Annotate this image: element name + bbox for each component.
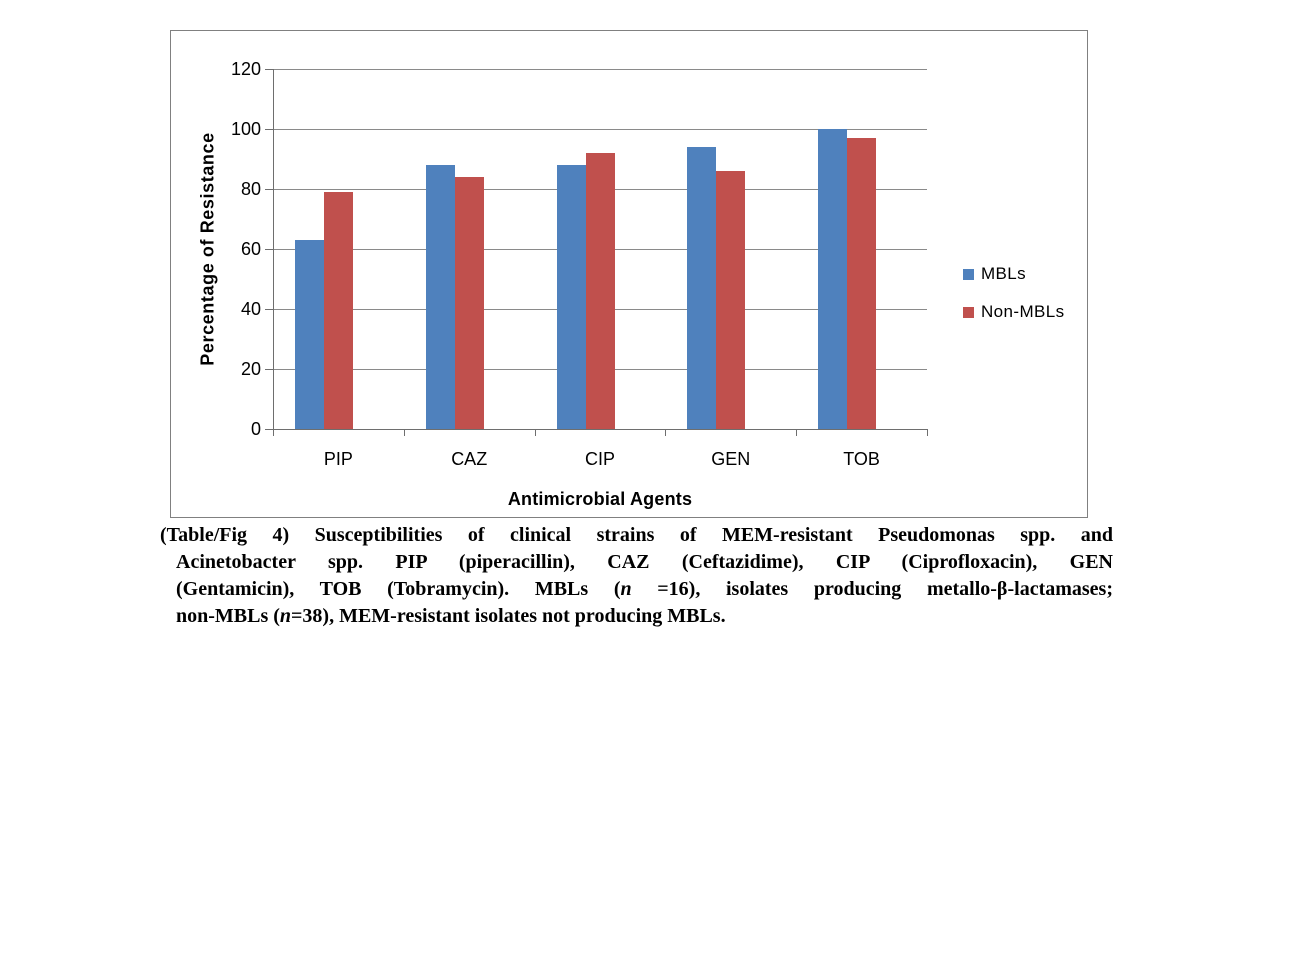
caption-line: non-MBLs (n=38), MEM-resistant isolates …: [160, 603, 1113, 630]
bar-mbls-tob: [818, 129, 848, 429]
caption-line: (Gentamicin), TOB (Tobramycin). MBLs (n …: [160, 576, 1113, 603]
y-tick-label: 80: [240, 179, 261, 199]
x-tick-label-gen: GEN: [711, 449, 751, 469]
y-tick-label: 60: [240, 239, 261, 259]
x-axis-line: [273, 429, 928, 430]
caption-text: (Table/Fig 4) Susceptibilities of clinic…: [160, 524, 1113, 546]
x-tick-mark: [273, 430, 274, 436]
figure-caption: (Table/Fig 4) Susceptibilities of clinic…: [160, 522, 1113, 630]
bar-non-mbls-pip: [324, 192, 353, 429]
legend-label-mbls: MBLs: [981, 264, 1027, 283]
legend-item-non-mbls: Non-MBLs: [963, 302, 1065, 322]
bar-non-mbls-tob: [847, 138, 877, 429]
x-tick-label-caz: CAZ: [451, 449, 488, 469]
bar-non-mbls-cip: [585, 153, 615, 429]
bar-non-mbls-gen: [716, 171, 746, 429]
y-tick-mark: [265, 129, 273, 130]
chart-figure: Percentage of Resistance Antimicrobial A…: [170, 30, 1088, 518]
legend-label-non-mbls: Non-MBLs: [981, 302, 1065, 321]
bar-mbls-gen: [687, 147, 717, 429]
bar-mbls-caz: [425, 165, 455, 429]
x-tick-mark: [927, 430, 928, 436]
x-tick-label-tob: TOB: [843, 449, 880, 469]
y-tick-mark: [265, 369, 273, 370]
chart-legend: MBLs Non-MBLs: [963, 264, 1065, 340]
y-tick-label: 100: [230, 119, 261, 139]
bar-mbls-cip: [556, 165, 586, 429]
caption-line: Acinetobacter spp. PIP (piperacillin), C…: [160, 549, 1113, 576]
caption-italic-n: n: [620, 578, 632, 600]
y-tick-label: 20: [240, 359, 261, 379]
x-tick-label-cip: CIP: [584, 449, 615, 469]
x-axis-title: Antimicrobial Agents: [507, 489, 693, 509]
legend-swatch-mbls: [963, 268, 974, 280]
caption-italic-n: n: [279, 605, 292, 627]
x-tick-label-pip: PIP: [323, 449, 353, 469]
gridline-120: [273, 69, 927, 70]
legend-swatch-non-mbls: [963, 306, 974, 318]
bar-non-mbls-caz: [454, 177, 484, 429]
caption-text: =38), MEM-resistant isolates not produci…: [291, 605, 726, 627]
bar-mbls-pip: [295, 240, 324, 429]
y-axis-line: [273, 69, 274, 430]
gridline-100: [273, 129, 927, 130]
caption-text: non-MBLs (: [176, 605, 280, 627]
y-tick-label: 120: [230, 59, 261, 79]
caption-text: (Gentamicin), TOB (Tobramycin). MBLs (: [176, 578, 621, 600]
x-tick-mark: [796, 430, 798, 436]
caption-line: (Table/Fig 4) Susceptibilities of clinic…: [160, 522, 1113, 549]
caption-text: Acinetobacter spp. PIP (piperacillin), C…: [176, 551, 1113, 573]
y-tick-label: 0: [250, 419, 261, 439]
x-tick-mark: [403, 430, 405, 436]
x-tick-mark: [665, 430, 667, 436]
x-tick-mark: [534, 430, 536, 436]
plot-area: [273, 69, 927, 429]
legend-item-mbls: MBLs: [963, 264, 1065, 284]
y-tick-mark: [265, 189, 273, 190]
y-tick-label: 40: [240, 299, 261, 319]
caption-text: =16), isolates producing metallo-β-lacta…: [631, 578, 1113, 600]
y-tick-mark: [265, 69, 273, 70]
y-tick-mark: [265, 309, 273, 310]
y-tick-mark: [265, 249, 273, 250]
y-tick-mark: [265, 429, 273, 430]
